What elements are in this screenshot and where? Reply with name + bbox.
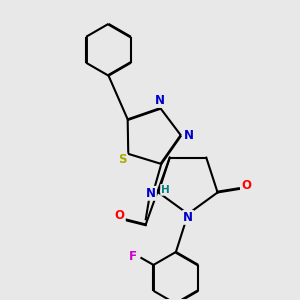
Text: O: O	[241, 179, 251, 192]
Text: N: N	[146, 187, 156, 200]
Text: H: H	[161, 185, 170, 195]
Text: F: F	[129, 250, 137, 263]
Text: S: S	[118, 152, 126, 166]
Text: N: N	[184, 129, 194, 142]
Text: N: N	[155, 94, 165, 107]
Text: O: O	[115, 209, 125, 222]
Text: N: N	[183, 211, 193, 224]
